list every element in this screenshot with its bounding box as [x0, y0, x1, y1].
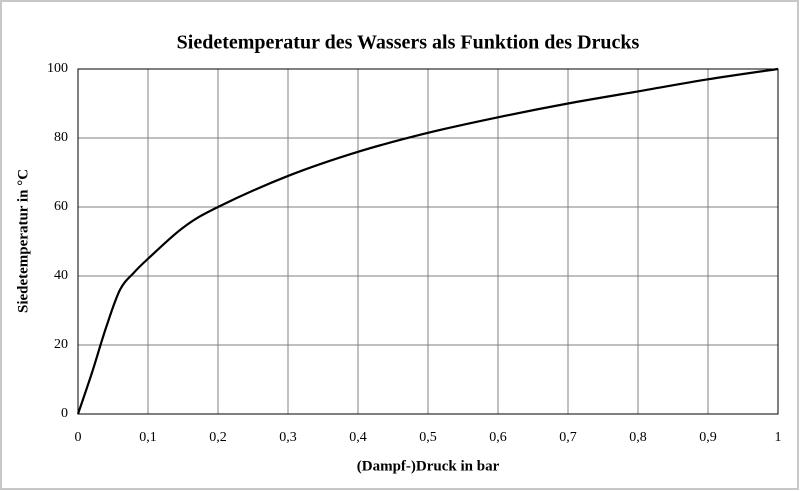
x-tick-label: 0,4: [349, 430, 367, 445]
line-series: [76, 67, 779, 415]
x-tick-label: 0,5: [419, 430, 437, 445]
x-axis-label: (Dampf-)Druck in bar: [357, 458, 500, 474]
x-tick-label: 0,6: [489, 430, 507, 445]
y-tick-label: 40: [54, 268, 68, 283]
x-tick-label: 0,9: [699, 430, 717, 445]
x-tick-label: 0,1: [139, 430, 157, 445]
y-tick-label: 80: [54, 130, 68, 145]
y-tick-label: 100: [47, 61, 68, 76]
y-tick-label: 0: [61, 406, 68, 421]
x-tick-label: 0: [75, 430, 82, 445]
x-tick-label: 1: [775, 430, 782, 445]
x-tick-label: 0,3: [279, 430, 297, 445]
chart-title: Siedetemperatur des Wassers als Funktion…: [177, 32, 640, 54]
plot-border: [77, 68, 779, 415]
y-axis-label: Siedetemperatur in °C: [15, 169, 31, 313]
y-tick-label: 20: [54, 337, 68, 352]
x-tick-label: 0,2: [209, 430, 227, 445]
x-tick-label: 0,7: [559, 430, 577, 445]
y-tick-label: 60: [54, 199, 68, 214]
x-tick-label: 0,8: [629, 430, 647, 445]
